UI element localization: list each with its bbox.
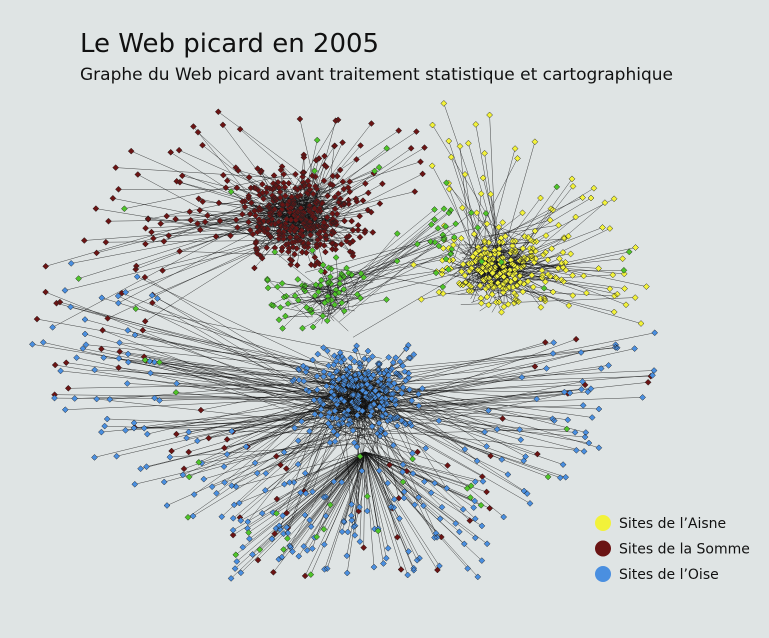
legend-label: Sites de l’Oise	[619, 567, 719, 583]
nodes	[75, 136, 633, 578]
legend-label: Sites de l’Aisne	[619, 516, 726, 532]
legend-swatch	[595, 515, 611, 531]
legend-swatch	[595, 540, 611, 557]
nodes	[29, 260, 659, 582]
subtitle: Graphe du Web picard avant traitement st…	[80, 65, 673, 85]
edges	[32, 103, 655, 579]
legend-swatch	[595, 566, 611, 582]
legend: Sites de l’Aisne Sites de la Somme Sites d…	[595, 515, 750, 583]
legend-label: Sites de la Somme	[619, 542, 750, 558]
title: Le Web picard en 2005	[80, 29, 379, 59]
nodes	[33, 108, 655, 580]
graph-layer	[29, 100, 659, 582]
